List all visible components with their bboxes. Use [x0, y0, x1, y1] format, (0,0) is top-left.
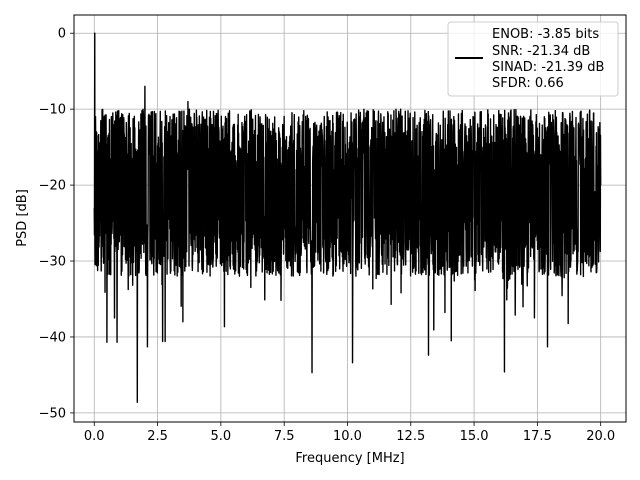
- y-tick-label: −40: [39, 330, 66, 345]
- x-tick-label: 17.5: [523, 429, 552, 444]
- x-tick-label: 12.5: [396, 429, 425, 444]
- axes-frame: [73, 14, 627, 423]
- legend-box: [447, 21, 619, 97]
- psd-series-line: [93, 32, 602, 403]
- legend-text-snr: SNR: -21.34 dB: [492, 44, 590, 59]
- y-tick-label: −30: [39, 255, 66, 270]
- y-axis-label: PSD [dB]: [15, 189, 30, 247]
- legend-text-sfdr: SFDR: 0.66: [492, 76, 564, 91]
- legend-text-sinad: SINAD: -21.39 dB: [492, 60, 604, 75]
- y-tick-label: −10: [39, 103, 66, 118]
- y-tick-label: −50: [39, 406, 66, 421]
- plot-area: [93, 32, 602, 403]
- x-tick-label: 2.5: [147, 429, 168, 444]
- x-tick-label: 10.0: [333, 429, 362, 444]
- x-tick-label: 0.0: [84, 429, 105, 444]
- x-tick-label: 7.5: [274, 429, 295, 444]
- x-axis-label: Frequency [MHz]: [295, 451, 404, 466]
- y-tick-label: 0: [58, 27, 66, 42]
- x-axis-ticks: 0.0 2.5 5.0 7.5 10.0 12.5 15.0 17.5 20.0: [84, 422, 615, 444]
- x-tick-label: 15.0: [460, 429, 489, 444]
- x-tick-label: 5.0: [211, 429, 232, 444]
- x-tick-label: 20.0: [586, 429, 615, 444]
- y-axis-ticks: 0 −10 −20 −30 −40 −50: [39, 27, 74, 421]
- legend: ENOB: -3.85 bits SNR: -21.34 dB SINAD: -…: [447, 21, 619, 97]
- legend-text-enob: ENOB: -3.85 bits: [492, 27, 599, 42]
- y-tick-label: −20: [39, 179, 66, 194]
